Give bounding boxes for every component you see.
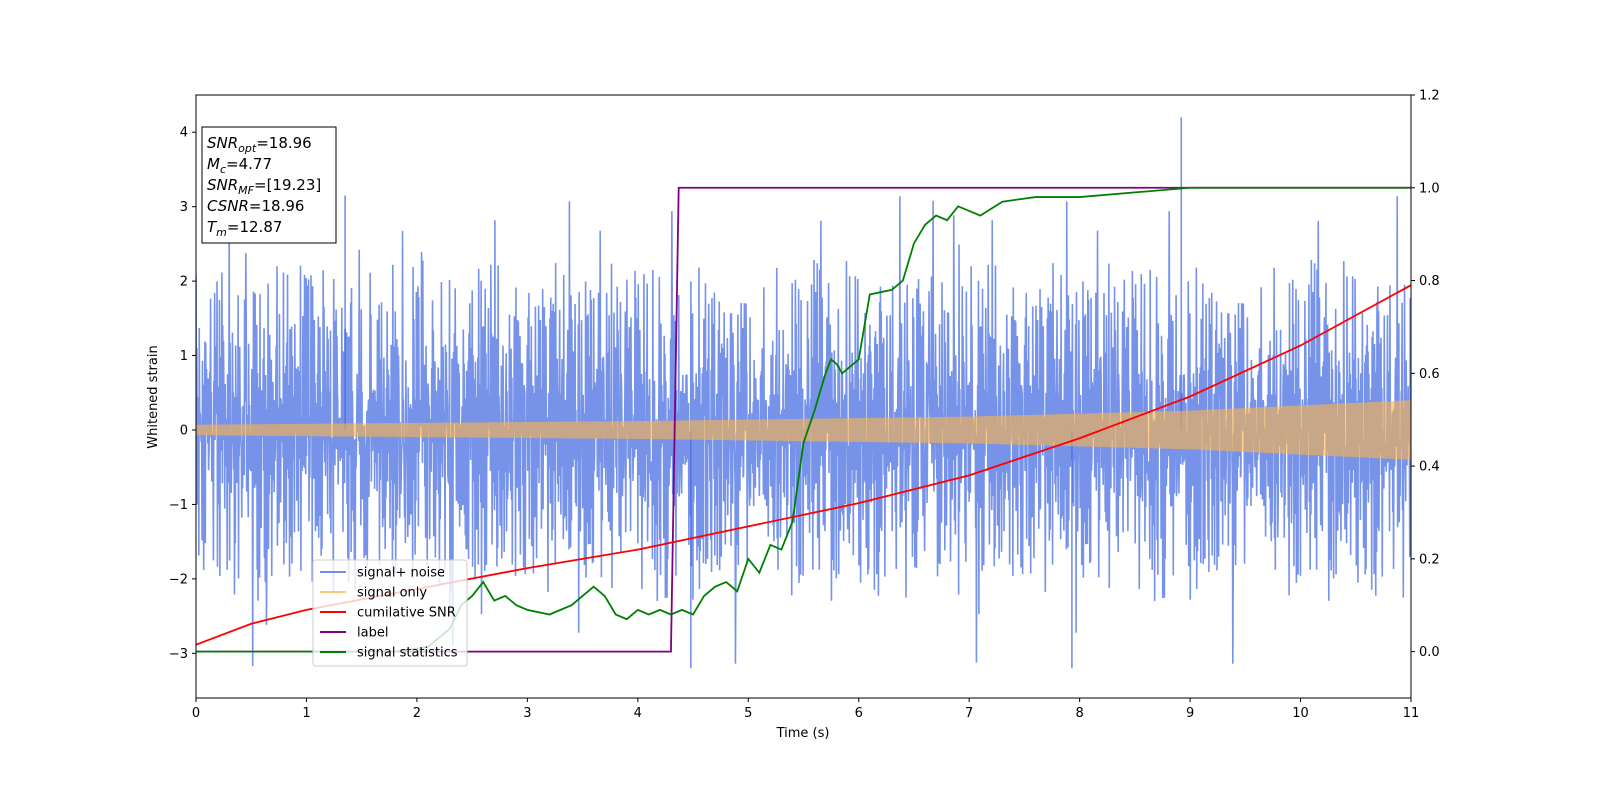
x-tick-label: 8 <box>1075 706 1083 721</box>
signal-trace <box>196 400 1411 460</box>
annotation-line: CSNR=18.96 <box>207 197 304 215</box>
y-tick-label: −1 <box>169 498 188 513</box>
x-axis-label: Time (s) <box>776 726 830 741</box>
y2-tick-label: 0.4 <box>1419 460 1440 475</box>
annotation-line: SNRMF=[19.23] <box>207 176 321 197</box>
y-axis-label: Whitened strain <box>146 345 161 448</box>
legend-label: label <box>357 626 388 641</box>
x-tick-label: 3 <box>523 706 531 721</box>
y-tick-label: −3 <box>169 647 188 662</box>
y2-tick-label: 0.0 <box>1419 645 1440 660</box>
y-axis-left: −3 −2 −1 0 1 2 3 4 <box>169 126 196 662</box>
y-tick-label: 2 <box>180 275 188 290</box>
y-axis-right: 0.0 0.2 0.4 0.6 0.8 1.0 1.2 <box>1411 89 1440 660</box>
legend-label: signal+ noise <box>357 566 445 581</box>
x-tick-label: 0 <box>192 706 200 721</box>
x-tick-label: 11 <box>1403 706 1420 721</box>
x-tick-label: 2 <box>413 706 421 721</box>
x-tick-label: 4 <box>634 706 642 721</box>
x-tick-label: 7 <box>965 706 973 721</box>
legend-label: signal statistics <box>357 646 458 661</box>
y2-tick-label: 1.2 <box>1419 89 1440 104</box>
y-tick-label: 1 <box>180 349 188 364</box>
x-tick-label: 10 <box>1292 706 1309 721</box>
annotation-line: Tm=12.87 <box>207 218 282 239</box>
series-cumilative-snr <box>196 284 1411 646</box>
y-tick-label: 0 <box>180 424 188 439</box>
y-tick-label: 4 <box>180 126 188 141</box>
annotation-line: SNRopt=18.96 <box>207 134 312 155</box>
legend-label: signal only <box>357 586 427 601</box>
x-tick-label: 6 <box>855 706 863 721</box>
annotation-line: Mc=4.77 <box>207 155 272 176</box>
y-tick-label: 3 <box>180 200 188 215</box>
x-tick-label: 1 <box>302 706 310 721</box>
y-tick-label: −2 <box>169 572 188 587</box>
plot-frame <box>195 94 1412 699</box>
x-tick-label: 5 <box>744 706 752 721</box>
legend-frame <box>312 559 468 667</box>
series-signal-statistics <box>196 186 1411 653</box>
x-tick-label: 9 <box>1186 706 1194 721</box>
y2-tick-label: 0.6 <box>1419 367 1440 382</box>
y2-tick-label: 0.8 <box>1419 274 1440 289</box>
annotation-box: SNRopt=18.96Mc=4.77SNRMF=[19.23]CSNR=18.… <box>201 126 337 244</box>
legend-label: cumilative SNR <box>357 606 456 621</box>
y2-tick-label: 0.2 <box>1419 552 1440 567</box>
annotation-frame <box>201 126 337 244</box>
x-axis: 0 1 2 3 4 5 6 7 8 9 10 11 <box>192 698 1419 721</box>
y2-tick-label: 1.0 <box>1419 181 1440 196</box>
legend: signal+ noise signal only cumilative SNR la… <box>312 559 468 667</box>
series-signal-only <box>196 400 1411 460</box>
